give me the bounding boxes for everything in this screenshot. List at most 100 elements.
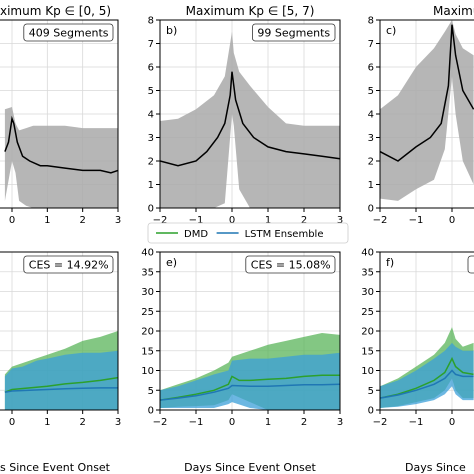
y-tick-label: 10: [141, 366, 154, 377]
x-tick-label: −2: [153, 417, 168, 428]
y-tick-label: 0: [148, 204, 154, 215]
line-f-3: [380, 369, 474, 399]
x-tick-label: −1: [409, 417, 424, 428]
x-tick-label: 0: [449, 417, 455, 428]
y-tick-label: 3: [368, 133, 374, 144]
y-tick-label: 15: [361, 346, 374, 357]
annotation-box-e: [245, 255, 336, 274]
panel-letter-e: e): [166, 256, 177, 269]
y-tick-label: 5: [368, 386, 374, 397]
y-tick-label: 2: [148, 157, 154, 168]
x-tick-label: −2: [153, 215, 168, 226]
line-d-2: [4, 376, 119, 393]
x-tick-label: −1: [409, 215, 424, 226]
annotation-box-d: [23, 255, 114, 274]
panel-f: −2 −1 0 0 5 10 15 20 25 30 35 40 f) Days Since: [361, 248, 474, 474]
legend-box: [147, 222, 349, 244]
y-tick-label: 15: [141, 346, 154, 357]
y-tick-label: 2: [368, 157, 374, 168]
band-c-0: [380, 20, 474, 201]
chart-panels: 0 1 2 3 ximum Kp ∈ [0, 5) 409 Segments −2 −1 0 1 2…: [0, 4, 474, 474]
y-tick-label: 35: [361, 267, 374, 278]
annotation-box-f: [467, 255, 474, 274]
x-tick-label: 2: [301, 215, 307, 226]
panel-letter-f: f): [386, 256, 394, 269]
y-tick-label: 35: [141, 267, 154, 278]
line-e-3: [160, 383, 340, 401]
annotation-text-e: CES = 15.08%: [251, 259, 331, 272]
legend-label-0: DMD: [184, 229, 208, 240]
x-tick-label: 0: [9, 417, 15, 428]
plot-area-f: [380, 252, 474, 410]
x-tick-label: −2: [373, 417, 388, 428]
panel-title-a: ximum Kp ∈ [0, 5): [0, 4, 111, 18]
line-d-3: [4, 387, 118, 393]
x-tick-label: 2: [301, 417, 307, 428]
x-tick-label: −1: [189, 215, 204, 226]
plot-area-d: [0, 252, 119, 410]
annotation-text-d: CES = 14.92%: [29, 259, 109, 272]
y-tick-label: 40: [141, 248, 154, 259]
panel-letter-b: b): [166, 24, 177, 37]
plot-area-e: [160, 252, 340, 410]
y-tick-label: 4: [368, 110, 374, 121]
panel-title-b: Maximum Kp ∈ [5, 7): [186, 4, 315, 18]
panel-title-c: Maximum: [433, 4, 474, 18]
axes-frame-a: [0, 19, 119, 209]
x-tick-label: 2: [79, 215, 85, 226]
x-tick-label: 3: [337, 417, 343, 428]
y-tick-label: 0: [368, 406, 374, 417]
x-axis-label-f: Days Since: [405, 461, 466, 474]
band-d-1: [4, 350, 118, 410]
y-tick-label: 6: [148, 63, 154, 74]
band-a-0: [4, 107, 118, 208]
panel-letter-c: c): [386, 24, 396, 37]
annotation-text-a: 409 Segments: [29, 27, 109, 40]
annotation-box-a: [23, 23, 114, 42]
panel-b: −2 −1 0 1 2 3 0 1 2 3 4 5 6 7 8 Maximum Kp ∈ [5, 7) b) 99…: [148, 4, 344, 226]
x-tick-label: 1: [265, 215, 271, 226]
y-tick-label: 0: [148, 406, 154, 417]
y-tick-label: 1: [368, 180, 374, 191]
y-tick-label: 25: [141, 307, 154, 318]
x-tick-label: 0: [229, 215, 235, 226]
line-b-1: [160, 71, 340, 167]
line-e-2: [160, 374, 340, 401]
y-tick-label: 8: [148, 16, 154, 27]
x-tick-label: 0: [9, 215, 15, 226]
y-tick-label: 20: [361, 327, 374, 338]
line-f-2: [380, 356, 474, 399]
panel-d: 0 1 2 3 CES = 14.92% s Since Event Onset: [0, 251, 121, 474]
y-tick-label: 6: [368, 63, 374, 74]
y-tick-label: 40: [361, 248, 374, 259]
y-tick-label: 1: [148, 180, 154, 191]
y-tick-label: 3: [148, 133, 154, 144]
x-tick-label: 3: [115, 215, 121, 226]
x-tick-label: 3: [115, 417, 121, 428]
y-tick-label: 5: [148, 386, 154, 397]
y-tick-label: 30: [361, 287, 374, 298]
plot-area-b: [160, 20, 340, 208]
panel-c: −2 −1 0 0 1 2 3 4 5 6 7 8 Maximum c): [368, 4, 474, 226]
y-tick-label: 7: [148, 39, 154, 50]
line-c-1: [380, 24, 474, 162]
plot-area-a: [0, 20, 119, 208]
y-tick-label: 8: [368, 16, 374, 27]
x-tick-label: 1: [44, 417, 50, 428]
y-tick-label: 10: [361, 366, 374, 377]
x-tick-label: 3: [337, 215, 343, 226]
y-tick-label: 20: [141, 327, 154, 338]
annotation-box-b: [251, 23, 336, 42]
x-tick-label: −2: [373, 215, 388, 226]
legend-label-1: LSTM Ensemble: [245, 229, 324, 240]
annotation-text-b: 99 Segments: [257, 27, 330, 40]
panel-a: 0 1 2 3 ximum Kp ∈ [0, 5) 409 Segments: [0, 4, 121, 226]
x-tick-label: 1: [44, 215, 50, 226]
y-tick-label: 30: [141, 287, 154, 298]
x-tick-label: −1: [189, 417, 204, 428]
y-tick-label: 7: [368, 39, 374, 50]
y-tick-label: 5: [148, 86, 154, 97]
band-e-1: [160, 352, 340, 410]
